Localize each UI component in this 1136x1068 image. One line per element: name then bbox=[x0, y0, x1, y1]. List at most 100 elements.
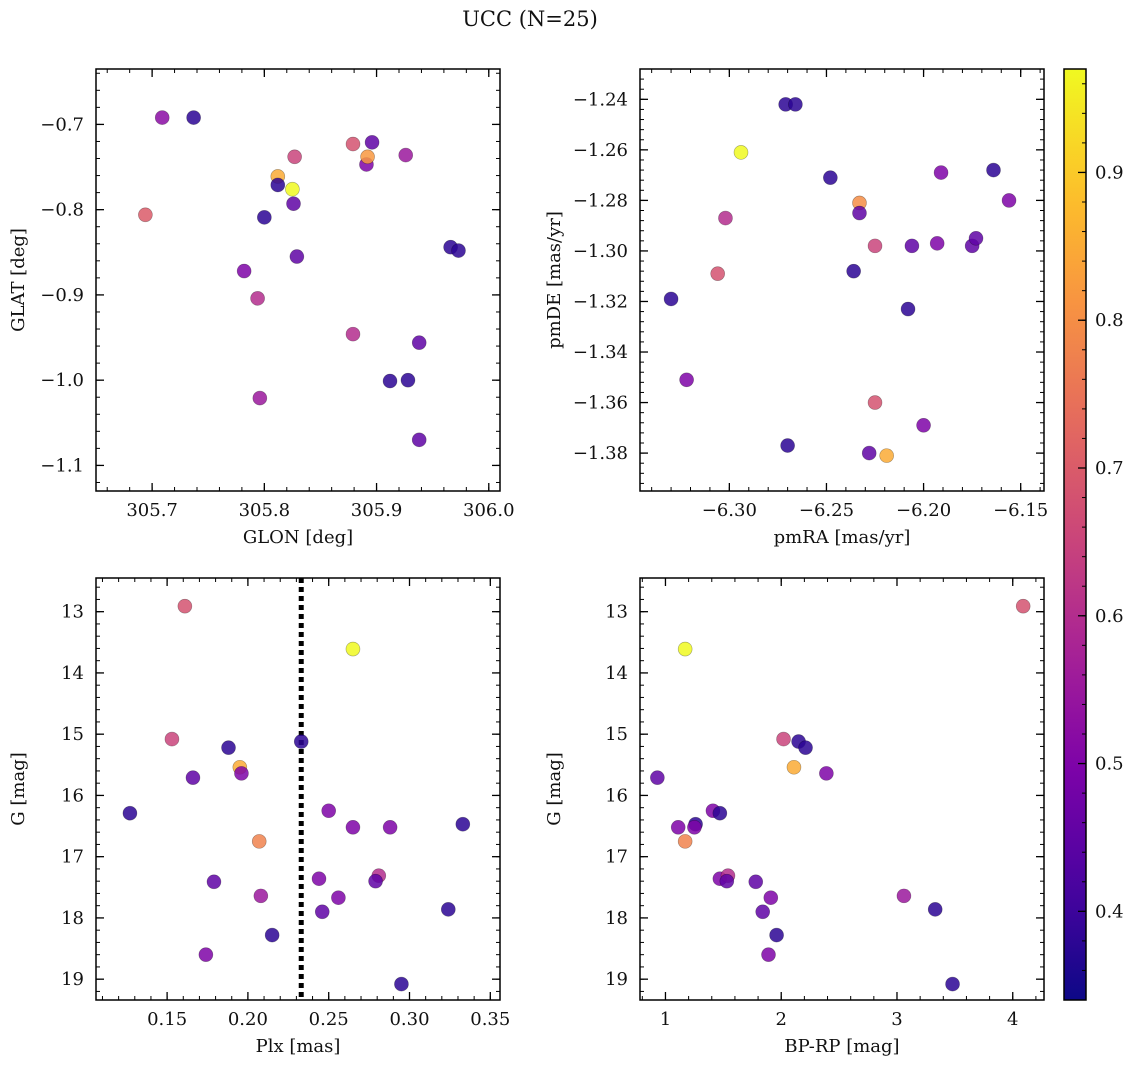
axes-frame bbox=[95, 577, 501, 1001]
y-tick-label: −1.38 bbox=[573, 443, 628, 464]
scatter-point bbox=[177, 598, 193, 614]
y-tick-label: −0.7 bbox=[40, 114, 84, 135]
y-tick-label: −1.30 bbox=[573, 241, 628, 262]
scatter-point bbox=[763, 890, 779, 906]
scatter-point bbox=[364, 135, 380, 150]
y-tick-label: 15 bbox=[605, 724, 628, 745]
scatter-point bbox=[677, 641, 693, 657]
x-axis-label: Plx [mas] bbox=[256, 1036, 341, 1057]
colorbar-tick-label: 0.9 bbox=[1095, 162, 1124, 183]
scatter-point bbox=[331, 890, 346, 906]
x-axis-label: BP-RP [mag] bbox=[784, 1036, 899, 1057]
figure-title: UCC (N=25) bbox=[462, 7, 598, 31]
scatter-point bbox=[345, 641, 361, 657]
scatter-point bbox=[786, 759, 802, 775]
x-tick-label: 0.30 bbox=[389, 1009, 429, 1030]
scatter-point bbox=[719, 873, 735, 889]
scatter-point bbox=[287, 149, 302, 165]
scatter-point bbox=[1001, 193, 1017, 208]
scatter-point bbox=[345, 326, 361, 342]
x-axis-label: GLON [deg] bbox=[243, 527, 353, 548]
scatter-point bbox=[286, 196, 301, 211]
scatter-point bbox=[186, 110, 201, 125]
x-tick-label: 305.8 bbox=[239, 500, 291, 521]
scatter-point bbox=[986, 162, 1001, 178]
y-tick-label: −1.28 bbox=[573, 190, 628, 211]
scatter-point bbox=[867, 238, 883, 254]
scatter-points bbox=[650, 598, 1031, 992]
scatter-point bbox=[687, 819, 702, 835]
scatter-point bbox=[798, 740, 813, 755]
scatter-point bbox=[122, 805, 138, 821]
axis-ticks bbox=[96, 578, 500, 1000]
x-tick-label: 305.7 bbox=[126, 500, 178, 521]
y-axis-label: GLAT [deg] bbox=[8, 228, 29, 332]
y-axis-label: G [mag] bbox=[8, 752, 29, 825]
scatter-point bbox=[776, 731, 791, 747]
scatter-point bbox=[250, 291, 265, 306]
axes-frame bbox=[639, 68, 1045, 492]
y-tick-label: −1.32 bbox=[573, 291, 628, 312]
scatter-point bbox=[677, 834, 693, 849]
scatter-point bbox=[927, 902, 943, 917]
scatter-point bbox=[138, 207, 153, 223]
y-axis-label: G [mag] bbox=[544, 752, 565, 825]
scatter-point bbox=[761, 947, 776, 962]
axes-frame bbox=[95, 68, 501, 492]
scatter-point bbox=[896, 888, 912, 904]
scatter-point bbox=[252, 390, 268, 406]
y-tick-label: 18 bbox=[61, 908, 84, 929]
y-tick-label: 16 bbox=[605, 785, 628, 806]
scatter-point bbox=[733, 145, 749, 160]
scatter-point bbox=[929, 236, 945, 251]
y-tick-label: 19 bbox=[61, 969, 84, 990]
scatter-point bbox=[663, 291, 679, 307]
scatter-point bbox=[451, 243, 466, 258]
scatter-point bbox=[321, 803, 337, 819]
y-tick-label: 14 bbox=[61, 663, 84, 684]
x-tick-label: −6.25 bbox=[799, 500, 854, 521]
scatter-point bbox=[382, 373, 398, 389]
scatter-point bbox=[712, 805, 728, 821]
y-tick-label: 19 bbox=[605, 969, 628, 990]
scatter-point bbox=[411, 335, 427, 350]
scatter-point bbox=[253, 888, 269, 904]
scatter-point bbox=[164, 731, 180, 747]
scatter-point bbox=[780, 438, 795, 453]
y-tick-label: −0.9 bbox=[40, 285, 84, 306]
y-tick-label: 16 bbox=[61, 785, 84, 806]
scatter-point bbox=[670, 819, 686, 835]
scatter-point bbox=[455, 816, 471, 832]
x-axis-label: pmRA [mas/yr] bbox=[774, 527, 911, 548]
subplot-3: 0.15 0.20 0.25 0.30 0.35 13 14 15 16 17 18 19 Plx [m… bbox=[8, 577, 510, 1057]
scatter-point bbox=[185, 770, 201, 785]
y-tick-label: 18 bbox=[605, 908, 628, 929]
scatter-point bbox=[945, 976, 960, 992]
y-tick-label: −1.0 bbox=[40, 370, 84, 391]
scatter-points bbox=[138, 110, 466, 448]
y-tick-label: 17 bbox=[61, 847, 84, 868]
x-tick-label: −6.15 bbox=[993, 500, 1048, 521]
scatter-point bbox=[293, 734, 309, 749]
colorbar-tick-label: 0.8 bbox=[1095, 310, 1124, 331]
colorbar-tick-label: 0.7 bbox=[1095, 458, 1124, 479]
colorbar-tick-label: 0.4 bbox=[1095, 901, 1124, 922]
scatter-point bbox=[206, 874, 222, 890]
scatter-point bbox=[823, 170, 838, 185]
scatter-point bbox=[394, 976, 409, 992]
scatter-point bbox=[867, 395, 883, 410]
x-tick-label: 4 bbox=[1007, 1009, 1018, 1030]
scatter-point bbox=[368, 873, 383, 889]
scatter-point bbox=[221, 740, 236, 755]
scatter-point bbox=[234, 766, 249, 781]
y-tick-label: −0.8 bbox=[40, 200, 84, 221]
y-tick-label: −1.34 bbox=[573, 342, 628, 363]
x-tick-label: −6.20 bbox=[896, 500, 951, 521]
scatter-point bbox=[718, 210, 733, 226]
y-tick-label: −1.36 bbox=[573, 393, 628, 414]
x-tick-label: 0.25 bbox=[309, 1009, 349, 1030]
y-tick-label: 13 bbox=[61, 602, 84, 623]
scatter-point bbox=[398, 147, 414, 163]
colorbar-tick-label: 0.6 bbox=[1095, 606, 1124, 627]
colorbar: 0.4 0.5 0.6 0.7 0.8 0.9 bbox=[1063, 68, 1124, 1001]
